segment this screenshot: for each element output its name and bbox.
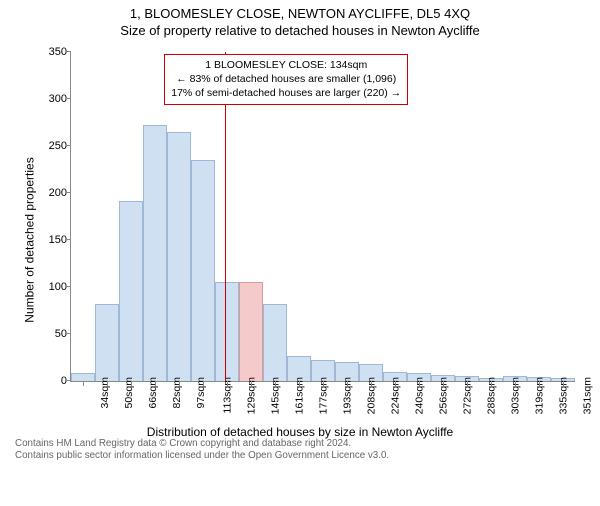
bar bbox=[191, 160, 215, 381]
y-tick-mark bbox=[66, 51, 71, 52]
bar bbox=[95, 304, 119, 381]
footer-line-1: Contains HM Land Registry data © Crown c… bbox=[15, 438, 585, 450]
x-axis-label: Distribution of detached houses by size … bbox=[147, 425, 453, 439]
annotation-box: 1 BLOOMESLEY CLOSE: 134sqm← 83% of detac… bbox=[164, 54, 408, 105]
y-tick-mark bbox=[66, 192, 71, 193]
x-tick-label: 66sqm bbox=[147, 377, 159, 409]
x-tick-mark bbox=[395, 381, 396, 386]
x-tick-mark bbox=[563, 381, 564, 386]
x-tick-mark bbox=[203, 381, 204, 386]
y-tick-mark bbox=[66, 239, 71, 240]
y-tick-label: 150 bbox=[31, 234, 67, 246]
y-tick-label: 300 bbox=[31, 93, 67, 105]
bar bbox=[167, 132, 191, 381]
x-tick-mark bbox=[155, 381, 156, 386]
y-tick-mark bbox=[66, 145, 71, 146]
x-tick-label: 50sqm bbox=[123, 377, 135, 409]
x-tick-mark bbox=[251, 381, 252, 386]
y-tick-label: 100 bbox=[31, 281, 67, 293]
x-tick-mark bbox=[443, 381, 444, 386]
x-tick-mark bbox=[83, 381, 84, 386]
x-tick-mark bbox=[371, 381, 372, 386]
y-tick-mark bbox=[66, 380, 71, 381]
x-tick-mark bbox=[275, 381, 276, 386]
x-tick-mark bbox=[347, 381, 348, 386]
title-address: 1, BLOOMESLEY CLOSE, NEWTON AYCLIFFE, DL… bbox=[0, 6, 600, 21]
chart-container: Number of detached properties 0501001502… bbox=[15, 42, 585, 437]
title-subtitle: Size of property relative to detached ho… bbox=[0, 23, 600, 38]
annotation-line: 17% of semi-detached houses are larger (… bbox=[171, 86, 401, 100]
plot-area: 05010015020025030035034sqm50sqm66sqm82sq… bbox=[70, 52, 575, 382]
y-tick-label: 350 bbox=[31, 46, 67, 58]
bar bbox=[263, 304, 287, 381]
x-tick-mark bbox=[515, 381, 516, 386]
x-tick-mark bbox=[467, 381, 468, 386]
x-tick-label: 351sqm bbox=[582, 377, 594, 414]
footer: Contains HM Land Registry data © Crown c… bbox=[15, 438, 585, 462]
bar bbox=[215, 282, 239, 381]
x-tick-mark bbox=[323, 381, 324, 386]
y-tick-label: 200 bbox=[31, 187, 67, 199]
bar bbox=[71, 373, 95, 381]
x-tick-label: 34sqm bbox=[99, 377, 111, 409]
y-tick-label: 50 bbox=[31, 328, 67, 340]
bar bbox=[239, 282, 263, 381]
annotation-line: ← 83% of detached houses are smaller (1,… bbox=[171, 72, 401, 86]
y-tick-mark bbox=[66, 286, 71, 287]
x-tick-mark bbox=[299, 381, 300, 386]
x-tick-mark bbox=[179, 381, 180, 386]
bar bbox=[119, 201, 143, 381]
x-tick-label: 97sqm bbox=[195, 377, 207, 409]
footer-line-2: Contains public sector information licen… bbox=[15, 450, 585, 462]
y-tick-label: 250 bbox=[31, 140, 67, 152]
x-tick-mark bbox=[491, 381, 492, 386]
y-tick-mark bbox=[66, 98, 71, 99]
annotation-line: 1 BLOOMESLEY CLOSE: 134sqm bbox=[171, 58, 401, 72]
x-tick-mark bbox=[227, 381, 228, 386]
x-tick-mark bbox=[539, 381, 540, 386]
x-tick-mark bbox=[131, 381, 132, 386]
y-tick-mark bbox=[66, 333, 71, 334]
y-tick-label: 0 bbox=[31, 375, 67, 387]
x-tick-mark bbox=[419, 381, 420, 386]
x-tick-label: 82sqm bbox=[171, 377, 183, 409]
x-tick-mark bbox=[107, 381, 108, 386]
bar bbox=[143, 125, 167, 381]
